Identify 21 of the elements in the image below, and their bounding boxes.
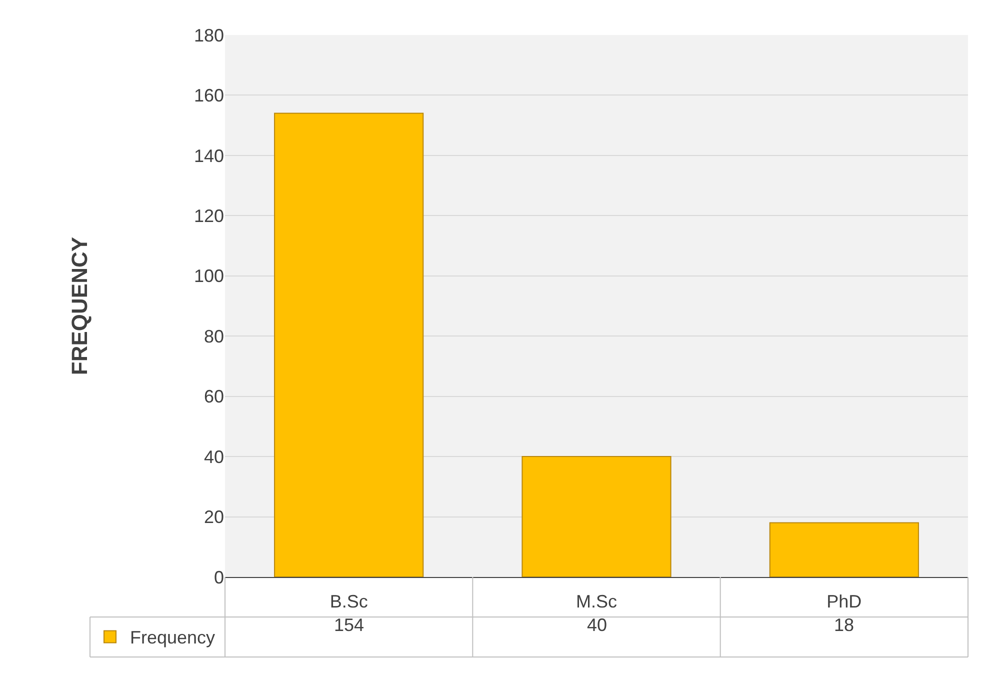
- x-tick-label: M.Sc: [576, 592, 618, 612]
- x-tick-label: B.Sc: [330, 592, 368, 612]
- data-label: 154: [334, 615, 364, 635]
- bar: [769, 522, 919, 577]
- data-label: 18: [834, 615, 854, 635]
- y-tick-label: 180: [194, 25, 224, 46]
- bar: [274, 112, 424, 577]
- y-tick-label: 60: [204, 386, 224, 407]
- y-axis-title: FREQUENCY: [66, 236, 92, 376]
- legend-label: Frequency: [130, 628, 216, 648]
- x-tick-label: PhD: [826, 592, 862, 612]
- y-tick-label: 20: [204, 507, 224, 528]
- y-tick-label: 140: [194, 146, 224, 166]
- y-tick-label: 100: [194, 266, 224, 286]
- y-tick-label: 0: [214, 567, 224, 588]
- y-tick-label: 40: [204, 446, 224, 467]
- y-tick-label: 160: [194, 86, 224, 106]
- y-tick-label: 80: [204, 326, 224, 346]
- y-tick-label: 120: [194, 206, 224, 226]
- bar: [522, 456, 672, 577]
- data-label: 40: [587, 615, 608, 635]
